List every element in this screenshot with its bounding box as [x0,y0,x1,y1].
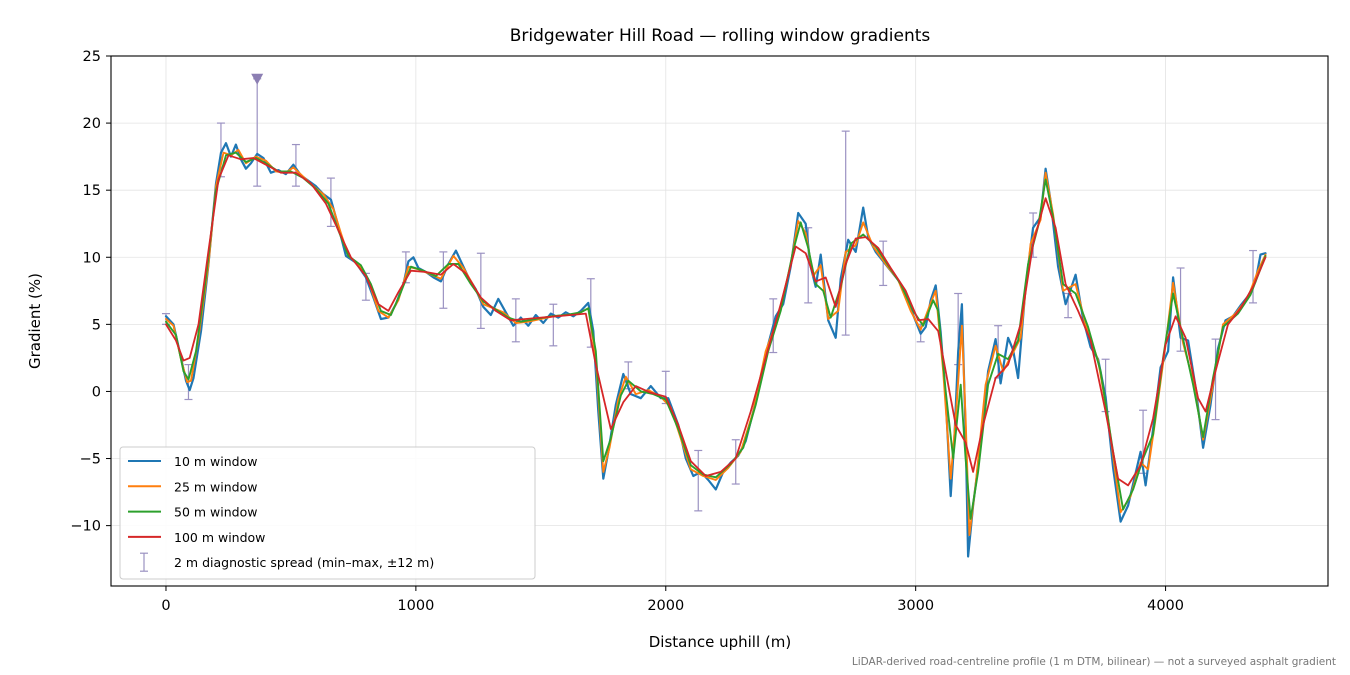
y-tick-label: 5 [92,317,101,333]
y-tick-label: 10 [83,250,101,266]
clip-marker [251,73,264,85]
x-tick-label: 2000 [647,598,684,614]
y-tick-label: 15 [83,183,101,199]
legend: 10 m window 25 m window 50 m window 100 m w… [119,446,536,580]
error-bar [291,143,300,187]
error-bar [549,303,558,347]
error-bar [476,252,485,329]
series-line-2 [165,148,1267,536]
y-tick-label: 25 [83,49,101,65]
grid-lines [111,55,1328,586]
x-axis-ticks: 0 1000 2000 3000 4000 [161,586,1184,614]
legend-label-1: 10 m window [174,454,257,469]
error-bar [879,240,888,287]
y-axis-ticks: −10 −5 0 5 10 15 20 25 [70,49,111,535]
legend-label-4: 100 m window [174,530,265,545]
series-line-4 [165,154,1267,487]
legend-label-2: 25 m window [174,479,257,494]
x-tick-label: 3000 [897,598,934,614]
y-tick-label: 20 [83,116,101,132]
y-axis-label: Gradient (%) [26,273,44,369]
legend-label-3: 50 m window [174,505,257,520]
x-axis-label: Distance uphill (m) [649,633,791,651]
y-tick-label: 0 [92,384,101,400]
chart-title: Bridgewater Hill Road — rolling window g… [510,26,931,46]
error-bar [841,130,850,336]
error-bar [694,449,703,512]
x-tick-label: 1000 [397,598,434,614]
x-tick-label: 0 [161,598,170,614]
series-lines [164,142,1267,558]
y-tick-label: −5 [80,452,101,468]
error-bar [731,439,740,485]
clip-marker-triangle [251,73,264,85]
legend-label-error-bars: 2 m diagnostic spread (min–max, ±12 m) [174,555,434,570]
error-bars [161,78,1258,512]
legend-box [119,446,536,580]
plot-frame [110,55,1329,587]
footnote: LiDAR-derived road-centreline profile (1… [852,656,1336,668]
error-bar [1211,338,1220,421]
y-tick-label: −10 [70,519,101,535]
x-tick-label: 4000 [1147,598,1184,614]
error-bar [439,251,448,309]
error-bar [1249,249,1258,304]
